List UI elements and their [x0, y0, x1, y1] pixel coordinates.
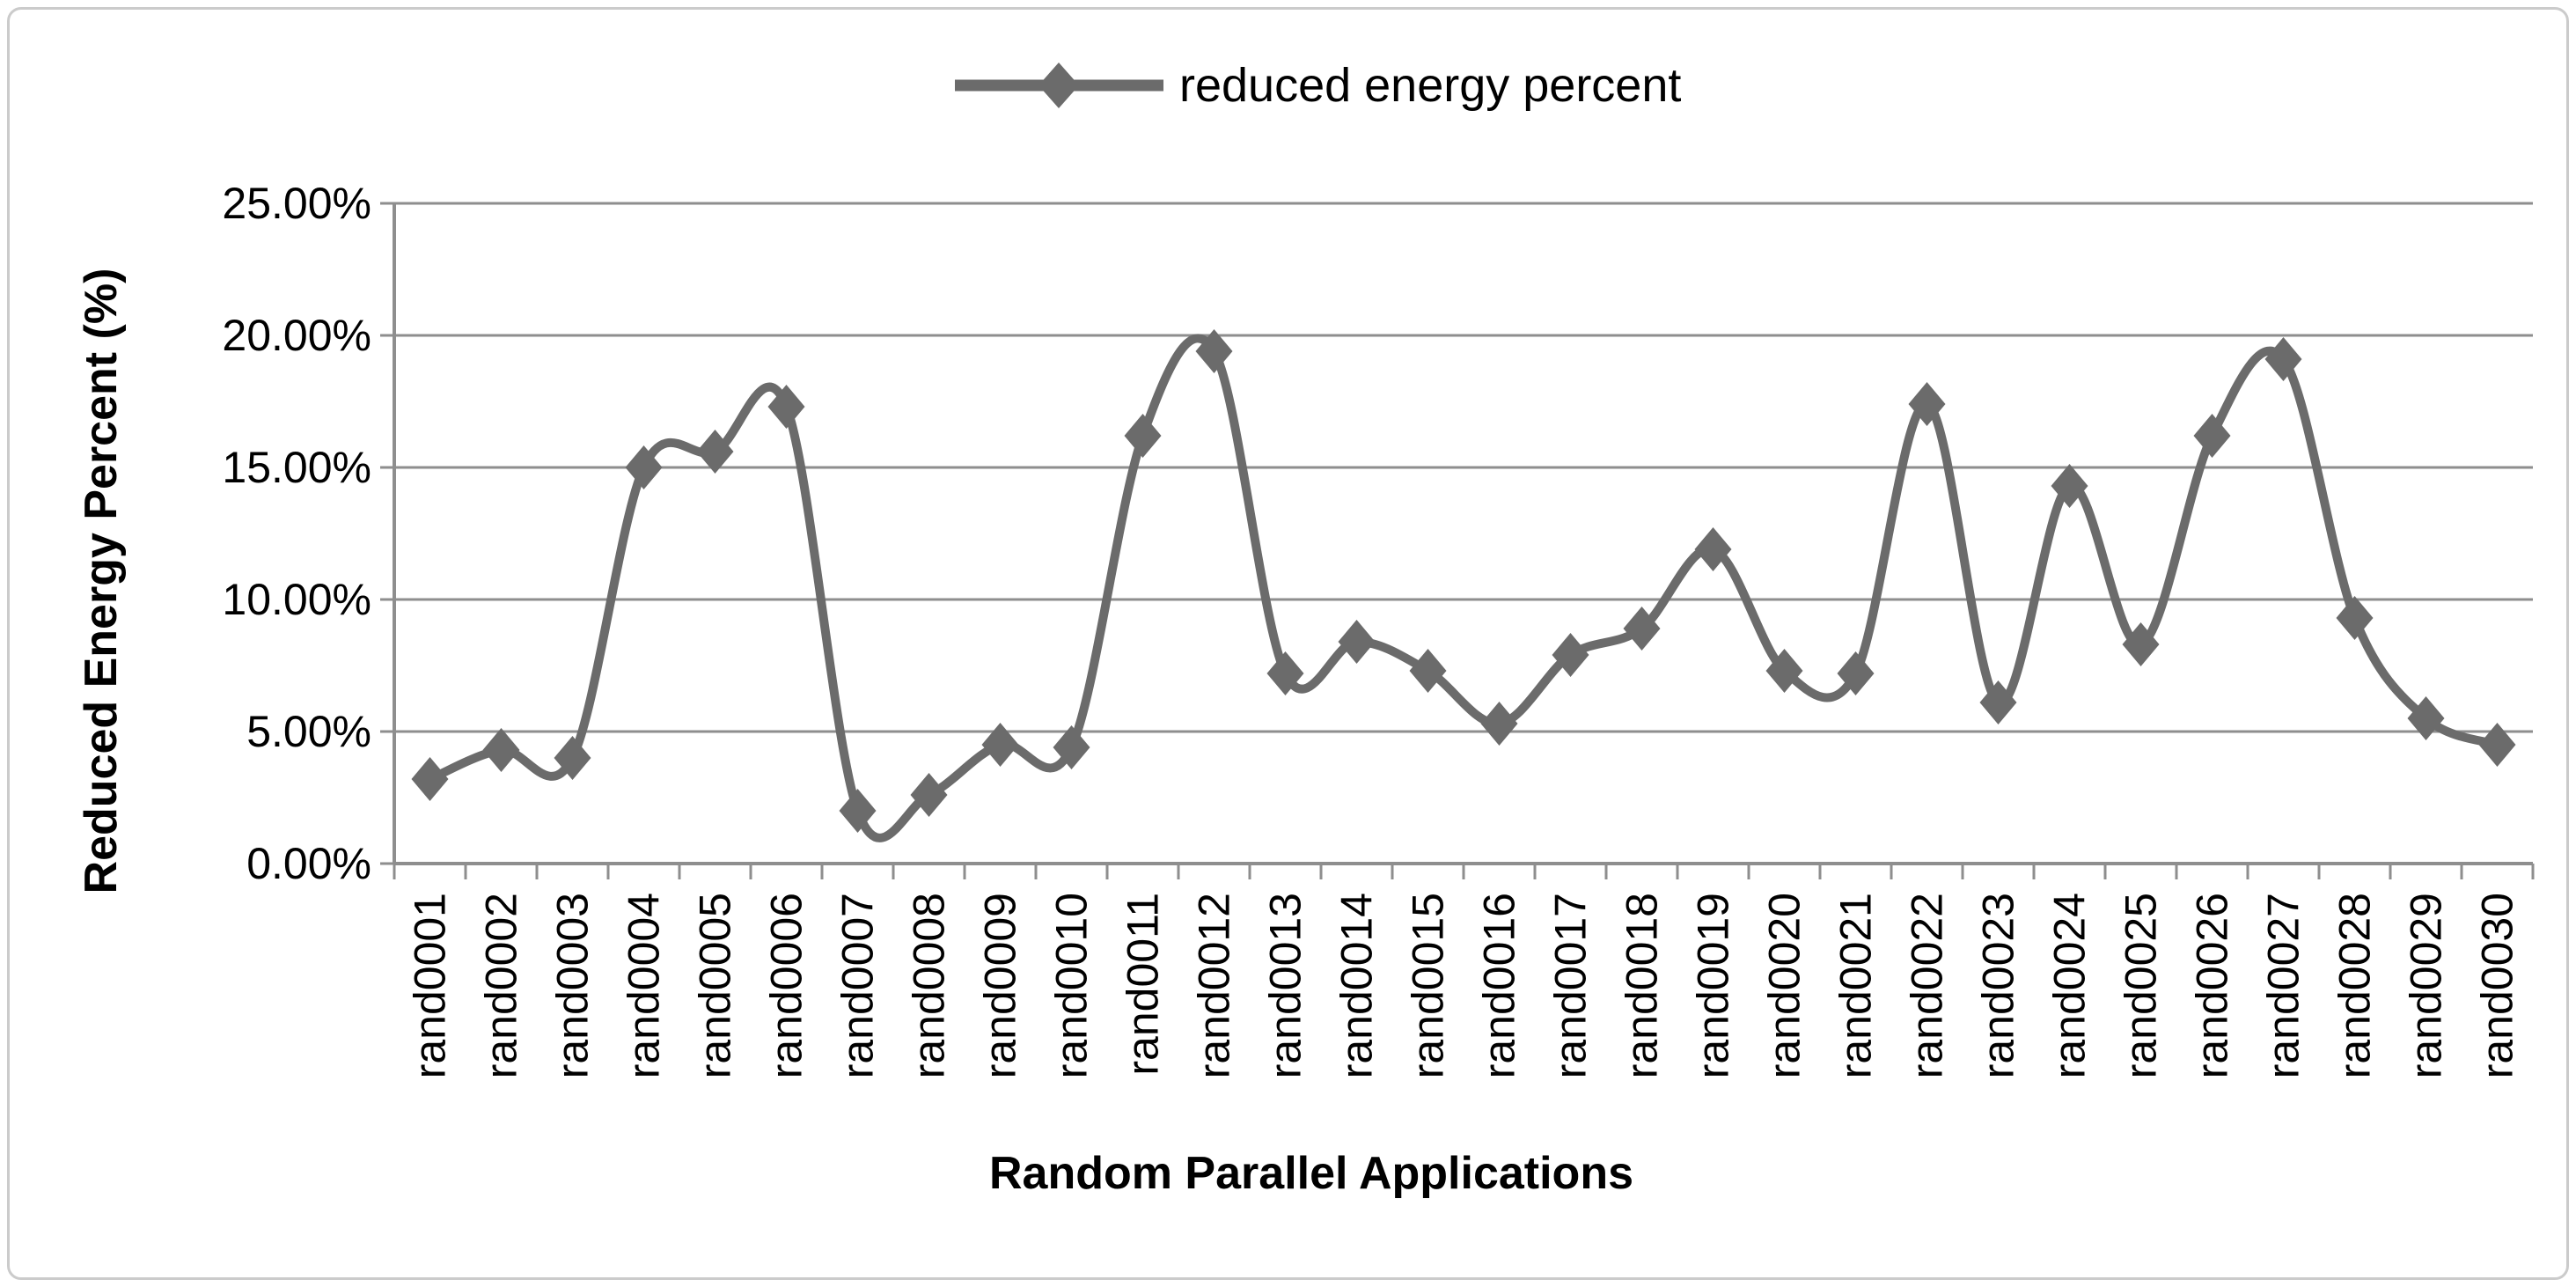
- x-axis-title: Random Parallel Applications: [989, 1148, 1633, 1199]
- x-tick-label: rand0023: [1974, 893, 2023, 1078]
- x-tick-label: rand0025: [2117, 893, 2166, 1078]
- x-tick-label: rand0016: [1475, 893, 1524, 1078]
- x-tick-label: rand0014: [1332, 893, 1382, 1078]
- data-point-marker: [554, 736, 591, 780]
- data-point-marker: [1195, 329, 1233, 373]
- x-tick-label: rand0005: [691, 893, 740, 1078]
- data-point-marker: [2193, 414, 2231, 458]
- x-tick-label: rand0010: [1047, 893, 1097, 1078]
- x-tick-label: rand0024: [2045, 893, 2095, 1078]
- y-tick-label: 25.00%: [222, 179, 371, 228]
- x-tick-label: rand0017: [1546, 893, 1596, 1078]
- x-tick-label: rand0026: [2188, 893, 2237, 1078]
- legend: reduced energy percent: [955, 59, 1681, 112]
- data-point-marker: [839, 789, 877, 833]
- x-axis-ticks: [393, 864, 2535, 879]
- x-tick-label: rand0020: [1760, 893, 1809, 1078]
- data-point-marker: [1409, 649, 1447, 693]
- y-tick-label: 10.00%: [222, 575, 371, 624]
- series-line: [425, 334, 2502, 842]
- x-tick-label: rand0012: [1190, 893, 1239, 1078]
- data-point-marker: [1266, 651, 1304, 695]
- data-point-marker: [1480, 702, 1518, 746]
- x-tick-label: rand0011: [1119, 893, 1168, 1076]
- y-axis-ticks: [380, 202, 394, 865]
- data-point-marker: [1837, 651, 1875, 695]
- x-axis-tick-labels: rand0001 rand0002 rand0003 rand0004 rand0005…: [406, 893, 2522, 1078]
- x-tick-label: rand0008: [905, 893, 954, 1078]
- data-point-marker: [1765, 649, 1803, 693]
- x-tick-label: rand0002: [477, 893, 526, 1078]
- x-tick-label: rand0028: [2330, 893, 2380, 1078]
- y-tick-label: 5.00%: [246, 707, 371, 756]
- x-tick-label: rand0003: [548, 893, 598, 1078]
- data-point-marker: [2264, 337, 2302, 381]
- data-point-marker: [1694, 527, 1732, 571]
- data-point-marker: [1338, 620, 1376, 664]
- x-tick-label: rand0001: [406, 893, 455, 1078]
- legend-diamond-marker-icon: [1038, 63, 1079, 108]
- x-tick-label: rand0009: [976, 893, 1025, 1078]
- y-axis-title: Reduced Energy Percent (%): [76, 268, 127, 894]
- data-point-marker: [1908, 382, 1946, 426]
- data-point-marker: [2407, 696, 2445, 740]
- series-markers: [411, 329, 2516, 833]
- data-point-marker: [482, 728, 520, 772]
- x-tick-label: rand0004: [620, 893, 669, 1078]
- data-point-marker: [2478, 723, 2516, 767]
- data-point-marker: [1053, 725, 1090, 769]
- x-tick-label: rand0022: [1903, 893, 1952, 1078]
- data-point-marker: [767, 385, 805, 429]
- x-tick-label: rand0029: [2402, 893, 2451, 1078]
- x-tick-label: rand0027: [2259, 893, 2308, 1078]
- gridlines: [394, 202, 2533, 865]
- legend-label: reduced energy percent: [1179, 59, 1681, 112]
- x-tick-label: rand0030: [2473, 893, 2522, 1078]
- data-point-marker: [2122, 622, 2160, 666]
- data-point-marker: [2336, 596, 2374, 640]
- y-tick-label: 15.00%: [222, 443, 371, 492]
- data-point-marker: [1623, 607, 1661, 651]
- y-tick-label: 20.00%: [222, 311, 371, 360]
- data-point-marker: [625, 445, 663, 489]
- data-point-marker: [910, 773, 948, 817]
- y-tick-label: 0.00%: [246, 839, 371, 888]
- x-tick-label: rand0013: [1261, 893, 1310, 1078]
- x-tick-label: rand0006: [762, 893, 811, 1078]
- data-point-marker: [1552, 633, 1589, 677]
- x-tick-label: rand0019: [1689, 893, 1738, 1078]
- x-tick-label: rand0018: [1618, 893, 1667, 1078]
- x-tick-label: rand0007: [833, 893, 883, 1078]
- y-axis-tick-labels: 0.00% 5.00% 10.00% 15.00% 20.00% 25.00%: [222, 179, 371, 888]
- data-point-marker: [1124, 414, 1162, 458]
- data-point-marker: [411, 757, 449, 801]
- x-tick-label: rand0021: [1831, 893, 1881, 1078]
- data-point-marker: [981, 723, 1019, 767]
- x-tick-label: rand0015: [1404, 893, 1453, 1078]
- data-point-marker: [2051, 464, 2088, 508]
- data-point-marker: [696, 430, 734, 474]
- data-point-marker: [1979, 680, 2017, 724]
